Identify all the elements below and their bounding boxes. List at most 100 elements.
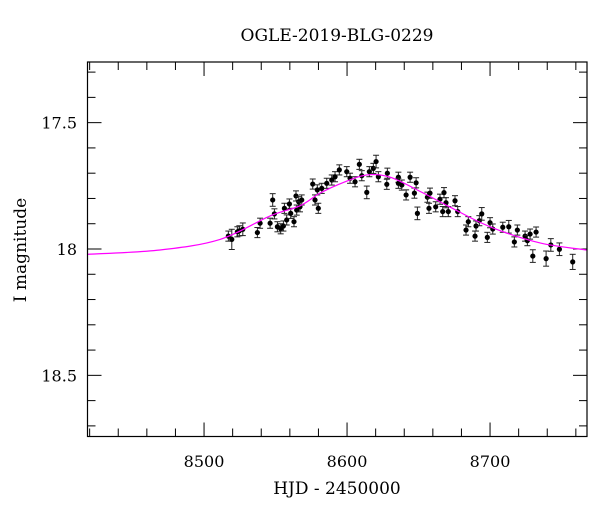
data-marker — [384, 170, 390, 176]
x-axis-label: HJD - 2450000 — [273, 479, 401, 499]
data-point — [432, 201, 439, 213]
data-marker — [441, 190, 447, 196]
data-marker — [463, 227, 469, 233]
data-marker — [440, 208, 446, 215]
data-marker — [291, 219, 297, 225]
data-point — [347, 172, 354, 184]
data-marker — [373, 158, 379, 165]
data-point — [283, 214, 290, 226]
data-marker — [280, 223, 287, 229]
data-point — [443, 197, 450, 209]
data-marker — [312, 197, 318, 203]
data-marker — [479, 211, 485, 217]
plot-frame — [86, 61, 588, 438]
data-marker — [533, 229, 539, 235]
data-point — [343, 166, 350, 178]
data-marker — [324, 180, 330, 186]
data-point — [569, 253, 576, 270]
data-marker — [299, 197, 305, 203]
data-marker — [570, 259, 576, 265]
data-point — [298, 194, 305, 206]
data-point — [314, 184, 321, 196]
data-point — [472, 230, 479, 242]
data-marker — [445, 208, 451, 215]
data-point — [323, 177, 330, 189]
data-marker — [319, 185, 325, 191]
data-point — [373, 154, 380, 169]
data-point — [403, 189, 410, 201]
data-marker — [254, 229, 260, 236]
data-point — [363, 185, 370, 200]
data-point — [290, 216, 297, 228]
data-point — [505, 219, 512, 234]
data-marker — [500, 224, 506, 230]
data-point — [356, 158, 363, 170]
data-point — [413, 177, 420, 189]
data-marker — [427, 190, 433, 196]
data-marker — [414, 210, 421, 216]
data-point — [228, 228, 235, 251]
tick-labels: 8500 8600 8700 17.5 18 18.5 — [41, 114, 510, 471]
x-tick-label: 8700 — [470, 452, 511, 471]
data-marker — [310, 181, 316, 187]
model-curve — [87, 173, 588, 255]
data-marker — [426, 205, 432, 211]
data-marker — [473, 223, 479, 229]
data-marker — [364, 189, 370, 195]
chart-title: OGLE-2019-BLG-0229 — [241, 26, 434, 46]
data-marker — [403, 192, 409, 198]
data-point — [533, 226, 540, 238]
data-marker — [465, 219, 471, 225]
data-marker — [452, 198, 458, 204]
data-point — [478, 207, 485, 221]
data-point — [514, 224, 521, 236]
data-marker — [314, 187, 320, 193]
data-point — [440, 187, 447, 199]
y-tick-label: 17.5 — [41, 114, 77, 133]
x-tick-label: 8600 — [327, 452, 368, 471]
data-marker — [543, 255, 549, 262]
data-point — [286, 198, 293, 210]
data-marker — [556, 246, 563, 252]
data-point — [269, 193, 276, 207]
data-point — [336, 164, 343, 176]
data-point — [527, 228, 534, 240]
axis-ticks — [87, 62, 587, 437]
data-point — [452, 195, 459, 207]
data-marks — [225, 154, 576, 270]
data-marker — [281, 205, 288, 211]
data-point — [383, 178, 390, 190]
x-tick-label: 8500 — [184, 452, 225, 471]
data-marker — [286, 201, 293, 207]
data-marker — [293, 193, 299, 199]
data-marker — [433, 204, 439, 210]
data-marker — [315, 205, 321, 211]
data-marker — [407, 174, 413, 180]
data-point — [484, 231, 491, 243]
data-marker — [267, 220, 273, 226]
data-point — [318, 182, 325, 194]
data-point — [281, 202, 288, 214]
data-point — [407, 171, 414, 183]
data-marker — [522, 233, 528, 239]
data-marker — [288, 210, 294, 216]
data-marker — [514, 227, 520, 233]
y-axis-label: I magnitude — [11, 198, 31, 302]
data-point — [414, 206, 421, 221]
data-point — [254, 227, 261, 239]
data-point — [315, 202, 322, 214]
data-point — [445, 206, 452, 218]
data-marker — [384, 181, 390, 187]
data-marker — [399, 182, 405, 188]
data-marker — [472, 233, 478, 239]
data-point — [267, 217, 274, 229]
data-point — [529, 249, 536, 263]
y-tick-label: 18.5 — [41, 366, 77, 385]
data-point — [309, 178, 316, 190]
data-marker — [413, 180, 419, 186]
data-marker — [411, 190, 417, 196]
data-point — [487, 217, 494, 229]
data-point — [425, 202, 432, 214]
y-tick-label: 18 — [57, 240, 77, 259]
